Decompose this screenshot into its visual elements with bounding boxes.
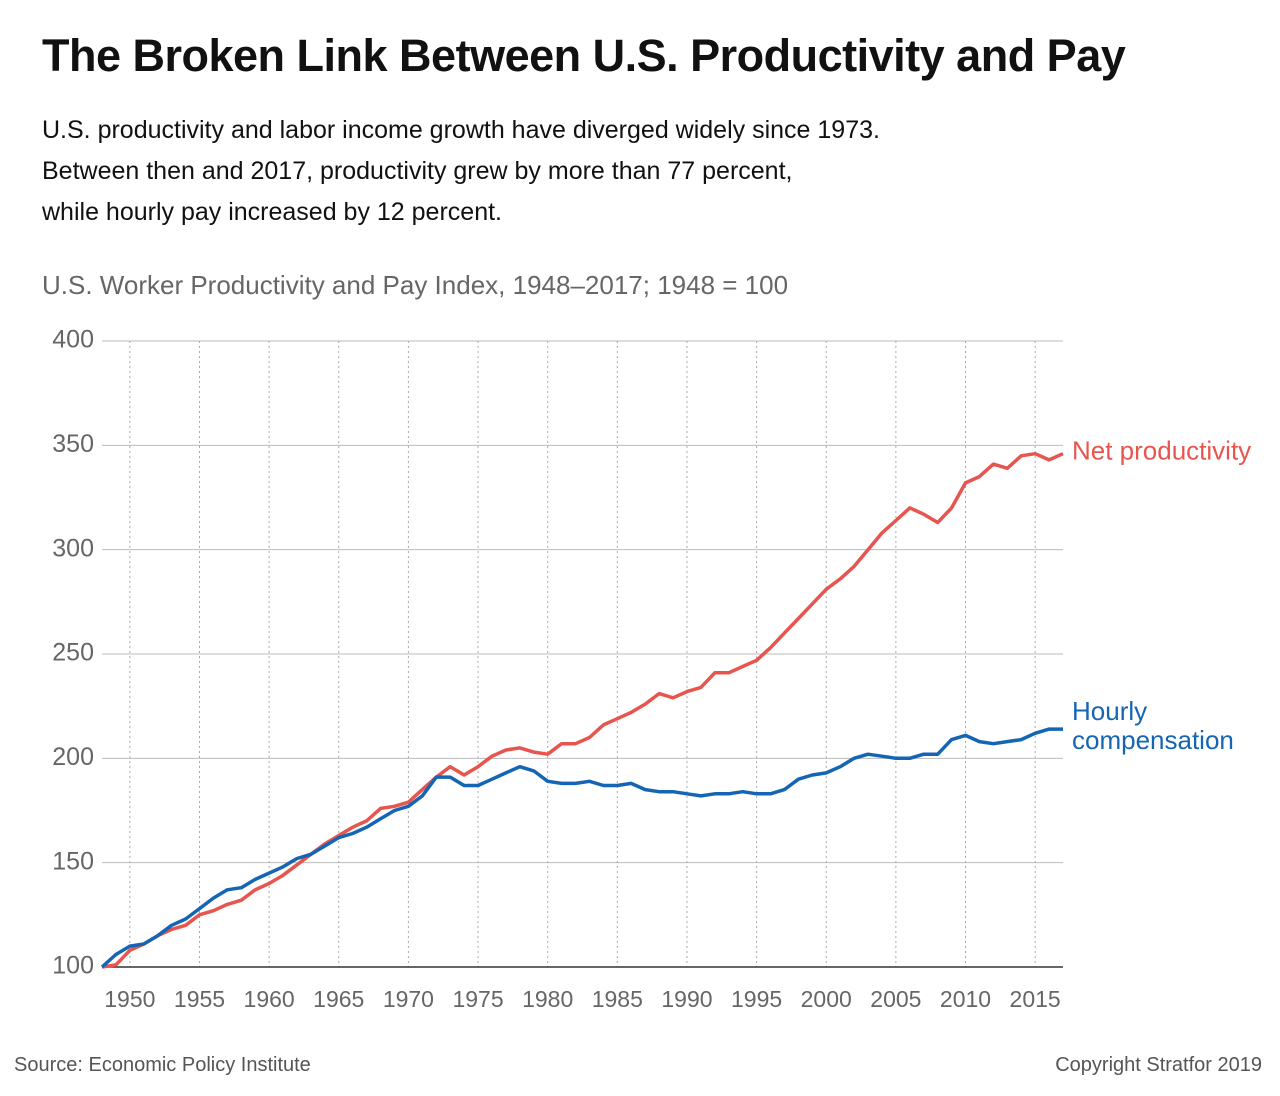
chart-label: U.S. Worker Productivity and Pay Index, … [42,270,789,300]
x-tick-label: 1955 [174,986,225,1012]
title: The Broken Link Between U.S. Productivit… [42,30,1126,81]
series-label: Hourly compensation [1072,696,1234,756]
x-tick-label: 1970 [383,986,434,1012]
x-tick-label: 1995 [731,986,782,1012]
y-tick-label: 400 [52,326,94,354]
x-tick-label: 1990 [661,986,712,1012]
subtitle-line: U.S. productivity and labor income growt… [42,116,880,144]
y-tick-label: 250 [52,639,94,667]
x-tick-label: 1965 [313,986,364,1012]
subtitle-line: Between then and 2017, productivity grew… [42,157,793,185]
x-tick-label: 2015 [1010,986,1061,1012]
y-tick-label: 300 [52,534,94,562]
copyright: Copyright Stratfor 2019 [1055,1054,1262,1076]
x-tick-label: 1985 [592,986,643,1012]
x-tick-label: 1950 [104,986,155,1012]
x-tick-label: 1960 [244,986,295,1012]
y-tick-label: 100 [52,952,94,980]
source: Source: Economic Policy Institute [14,1054,311,1076]
x-tick-label: 2000 [801,986,852,1012]
x-tick-label: 1980 [522,986,573,1012]
y-tick-label: 200 [52,743,94,771]
y-tick-label: 350 [52,430,94,458]
line-series [101,451,1064,969]
series-label: Net productivity [1072,435,1252,466]
x-tick-label: 1975 [452,986,503,1012]
x-tick-label: 2010 [940,986,991,1012]
x-tick-label: 2005 [870,986,921,1012]
subtitle: U.S. productivity and labor income growt… [42,110,880,233]
line-series [100,727,1063,969]
subtitle-line: while hourly pay increased by 12 percent… [42,198,502,226]
y-tick-label: 150 [52,847,94,875]
